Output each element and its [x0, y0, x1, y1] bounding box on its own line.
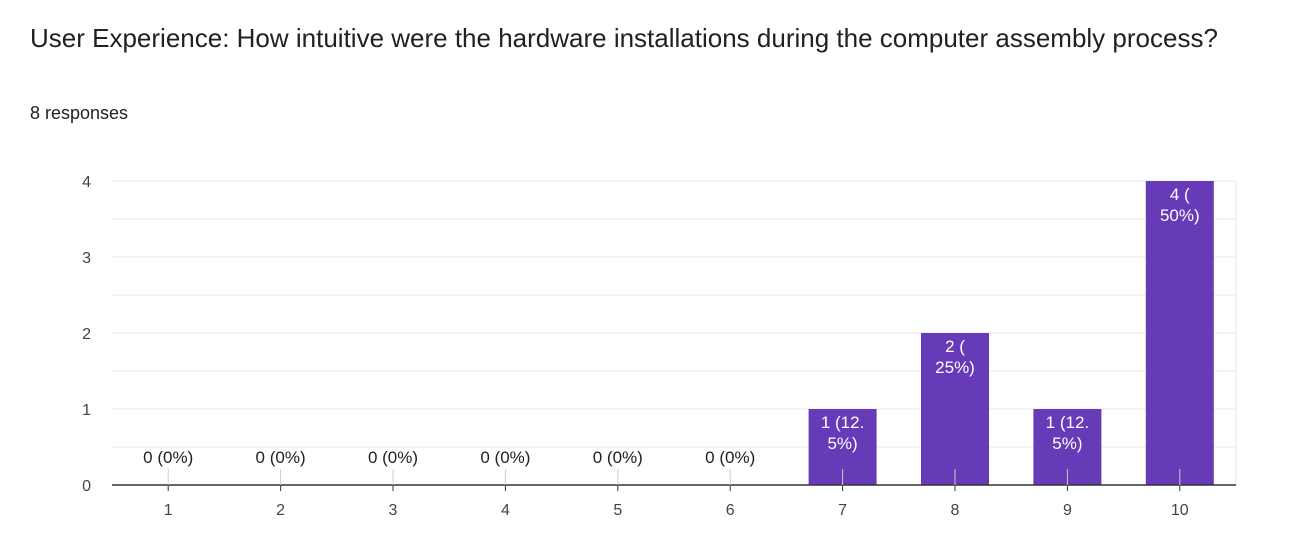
- x-tick-label: 2: [276, 502, 285, 519]
- data-label: 4 (: [1170, 185, 1190, 204]
- x-tick-label: 1: [164, 502, 173, 519]
- bars: [808, 181, 1214, 485]
- data-label: 50%): [1160, 206, 1200, 225]
- x-tick-label: 3: [389, 502, 398, 519]
- y-tick-label: 3: [82, 250, 91, 267]
- bar: [1145, 181, 1214, 485]
- data-label: 1 (12.: [1046, 413, 1089, 432]
- x-tick-label: 10: [1171, 502, 1189, 519]
- data-label: 0 (0%): [593, 448, 643, 467]
- x-tick-label: 7: [838, 502, 847, 519]
- data-labels: 0 (0%) 0 (0%) 0 (0%) 0 (0%) 0 (0%) 0 (0%) 1 (1…: [143, 185, 1199, 467]
- x-tick-label: 6: [726, 502, 735, 519]
- response-count: 8 responses: [30, 103, 129, 123]
- y-tick-label: 4: [82, 174, 91, 191]
- x-tick-label: 5: [613, 502, 622, 519]
- data-label: 2 (: [945, 337, 965, 356]
- data-label: 0 (0%): [705, 448, 755, 467]
- x-tick-label: 8: [951, 502, 960, 519]
- x-axis: [112, 469, 1236, 491]
- data-label: 0 (0%): [256, 448, 306, 467]
- x-tick-label: 9: [1063, 502, 1072, 519]
- data-label: 1 (12.: [821, 413, 864, 432]
- data-label: 0 (0%): [143, 448, 193, 467]
- y-tick-label: 0: [82, 478, 91, 495]
- data-label: 0 (0%): [480, 448, 530, 467]
- data-label: 5%): [827, 434, 857, 453]
- data-label: 5%): [1052, 434, 1082, 453]
- chart-title: User Experience: How intuitive were the …: [30, 23, 1218, 53]
- y-axis-ticks: 0 1 2 3 4: [82, 174, 91, 495]
- data-label: 0 (0%): [368, 448, 418, 467]
- data-label: 25%): [935, 358, 975, 377]
- x-axis-ticks: 1 2 3 4 5 6 7 8 9 10: [164, 502, 1189, 519]
- x-tick-label: 4: [501, 502, 510, 519]
- y-tick-label: 2: [82, 326, 91, 343]
- y-tick-label: 1: [82, 402, 91, 419]
- bar: [921, 333, 989, 485]
